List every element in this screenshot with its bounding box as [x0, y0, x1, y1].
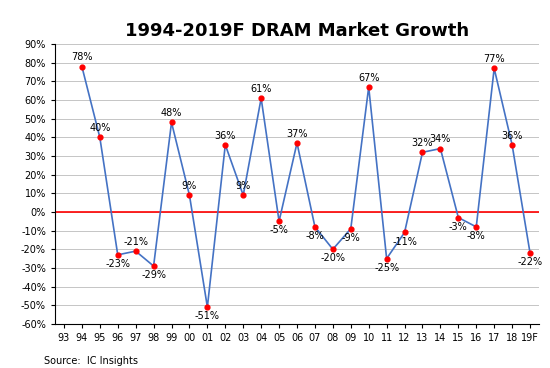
Text: 32%: 32%	[412, 138, 433, 148]
Point	[274, 218, 283, 224]
Text: -22%: -22%	[518, 257, 543, 267]
Point	[311, 224, 320, 230]
Title: 1994-2019F DRAM Market Growth: 1994-2019F DRAM Market Growth	[125, 22, 469, 40]
Point	[436, 146, 445, 152]
Text: 61%: 61%	[250, 84, 272, 94]
Point	[257, 95, 266, 101]
Text: -8%: -8%	[306, 231, 324, 241]
Point	[78, 64, 86, 70]
Point	[131, 248, 140, 254]
Point	[418, 149, 427, 155]
Point	[400, 230, 409, 236]
Text: -21%: -21%	[123, 237, 148, 247]
Point	[113, 252, 122, 258]
Point	[382, 256, 391, 262]
Text: 40%: 40%	[89, 123, 111, 133]
Point	[95, 134, 104, 140]
Point	[526, 250, 535, 256]
Point	[328, 246, 337, 252]
Text: 48%: 48%	[161, 108, 182, 118]
Text: -5%: -5%	[270, 226, 289, 236]
Point	[454, 215, 463, 220]
Text: 77%: 77%	[483, 54, 505, 64]
Point	[490, 66, 499, 71]
Text: 34%: 34%	[430, 134, 451, 144]
Point	[221, 142, 230, 148]
Text: Source:  IC Insights: Source: IC Insights	[44, 356, 138, 366]
Text: 37%: 37%	[286, 129, 308, 139]
Point	[239, 192, 248, 198]
Point	[508, 142, 516, 148]
Text: -9%: -9%	[342, 233, 360, 243]
Text: 9%: 9%	[182, 181, 197, 191]
Text: -25%: -25%	[374, 263, 399, 273]
Text: -23%: -23%	[105, 259, 130, 269]
Text: 36%: 36%	[502, 131, 523, 141]
Point	[185, 192, 194, 198]
Text: -29%: -29%	[141, 270, 166, 280]
Text: -3%: -3%	[449, 222, 468, 232]
Text: 9%: 9%	[235, 181, 251, 191]
Text: -11%: -11%	[392, 237, 417, 247]
Point	[364, 84, 373, 90]
Point	[149, 263, 158, 269]
Point	[293, 140, 301, 146]
Text: -51%: -51%	[195, 311, 220, 321]
Point	[203, 304, 212, 310]
Point	[472, 224, 481, 230]
Text: 36%: 36%	[214, 131, 236, 141]
Text: 78%: 78%	[71, 52, 92, 62]
Text: 67%: 67%	[358, 73, 379, 83]
Point	[346, 226, 355, 232]
Text: -8%: -8%	[467, 231, 486, 241]
Text: -20%: -20%	[320, 254, 345, 263]
Point	[167, 120, 176, 125]
